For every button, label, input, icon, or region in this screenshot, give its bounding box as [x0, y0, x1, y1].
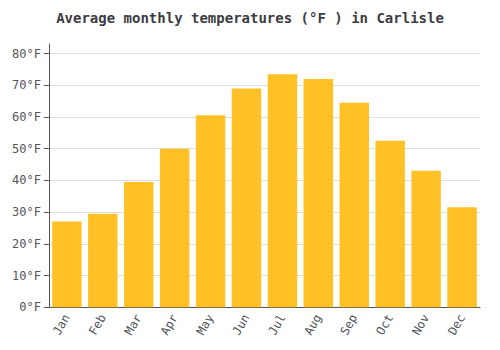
svg-text:40°F: 40°F — [12, 173, 41, 187]
svg-text:60°F: 60°F — [12, 110, 41, 124]
svg-text:Feb: Feb — [86, 312, 109, 338]
svg-text:80°F: 80°F — [12, 47, 41, 61]
svg-text:0°F: 0°F — [19, 300, 41, 314]
svg-text:Oct: Oct — [373, 312, 396, 338]
svg-text:Dec: Dec — [445, 312, 468, 338]
svg-text:Apr: Apr — [158, 312, 181, 338]
svg-text:Jun: Jun — [230, 312, 253, 338]
svg-text:Jul: Jul — [266, 312, 289, 338]
svg-text:Jan: Jan — [50, 312, 73, 338]
svg-text:Mar: Mar — [122, 312, 145, 338]
svg-text:Aug: Aug — [301, 312, 324, 338]
svg-text:10°F: 10°F — [12, 269, 41, 283]
svg-text:Sep: Sep — [337, 312, 360, 338]
svg-text:Average monthly temperatures (: Average monthly temperatures (°F ) in Ca… — [56, 10, 444, 26]
svg-text:50°F: 50°F — [12, 142, 41, 156]
svg-text:30°F: 30°F — [12, 205, 41, 219]
svg-text:20°F: 20°F — [12, 237, 41, 251]
svg-text:Nov: Nov — [409, 312, 432, 338]
svg-text:70°F: 70°F — [12, 78, 41, 92]
svg-text:May: May — [194, 312, 217, 338]
